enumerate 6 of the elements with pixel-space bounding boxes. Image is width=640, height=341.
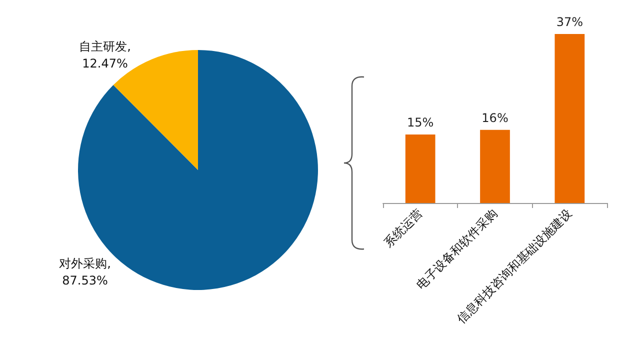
data-label: 15% (406, 115, 434, 130)
slice-label: 对外采购,87.53% (59, 256, 111, 288)
data-label: 37% (556, 15, 584, 29)
data-label: 16% (482, 110, 508, 125)
slice-label: 自主研发,12.47% (79, 40, 131, 70)
x-tick-label: 系统运营 (381, 206, 426, 250)
